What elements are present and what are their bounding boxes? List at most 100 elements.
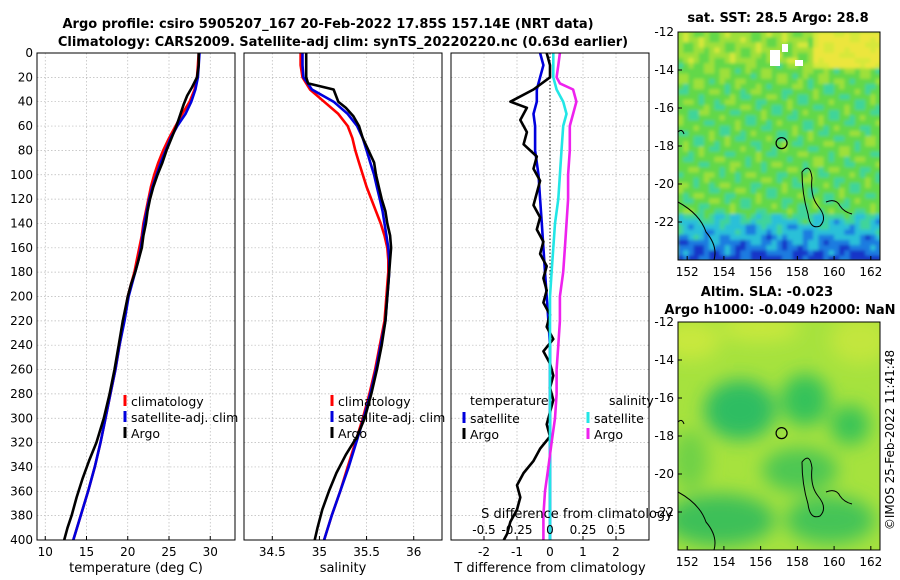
sst-cell	[808, 42, 814, 49]
sst-cell	[865, 110, 871, 116]
sst-cell	[693, 94, 700, 101]
sst-cell	[693, 104, 700, 111]
sst-cell	[818, 203, 825, 210]
sst-cell	[875, 182, 880, 189]
sst-cell	[683, 156, 689, 163]
sst-cell	[860, 94, 866, 101]
sst-cell	[792, 130, 799, 137]
sst-cell	[813, 245, 819, 251]
sst-cell	[678, 214, 684, 220]
sst-cell	[740, 177, 747, 184]
sst-cell	[745, 73, 752, 80]
sst-cell	[683, 120, 689, 127]
sst-cell	[808, 73, 814, 80]
sst-cell	[875, 224, 880, 231]
sst-cell	[683, 115, 689, 121]
sst-cell	[792, 63, 799, 69]
sst-cell	[724, 78, 731, 85]
sst-cell	[828, 172, 835, 179]
sst-cell	[849, 229, 856, 236]
sst-cell	[750, 229, 757, 236]
sst-cell	[823, 146, 830, 153]
sst-cell	[730, 47, 736, 54]
sst-cell	[709, 182, 715, 189]
sst-cell	[782, 203, 788, 210]
sst-cell	[782, 37, 788, 43]
sst-cell	[860, 42, 866, 49]
sst-cell	[771, 182, 778, 189]
top-tick-label: 0.5	[606, 523, 625, 537]
sst-cell	[750, 224, 757, 231]
sst-cell	[839, 240, 845, 246]
sst-cell	[730, 167, 736, 173]
sst-cell	[730, 37, 736, 43]
sst-cell	[771, 89, 778, 95]
sst-cell	[735, 146, 741, 153]
sst-cell	[740, 78, 747, 85]
sst-cell	[849, 198, 856, 205]
sst-cell	[787, 99, 793, 106]
sst-cell	[740, 229, 747, 236]
sst-cell	[844, 47, 851, 54]
sst-cell	[818, 177, 825, 184]
sst-cell	[818, 167, 825, 173]
sst-cell	[875, 78, 880, 85]
sst-cell	[730, 162, 736, 168]
sst-cell	[750, 120, 757, 127]
sst-cell	[792, 104, 799, 111]
sst-cell	[719, 73, 726, 80]
sst-cell	[854, 120, 861, 127]
sst-cell	[860, 84, 866, 90]
sst-cell	[823, 136, 830, 142]
sst-cell	[709, 151, 715, 158]
sst-cell	[709, 32, 715, 38]
sst-cell	[854, 229, 861, 236]
sst-cell	[704, 172, 710, 179]
y-tick-label: 240	[10, 338, 33, 352]
y-tick-label: 380	[10, 509, 33, 523]
sst-cell	[750, 84, 757, 90]
sst-cell	[849, 110, 856, 116]
sst-cell	[802, 58, 809, 64]
sst-cell	[818, 89, 825, 95]
x-tick-label: 10	[38, 545, 53, 559]
sst-cell	[787, 250, 793, 257]
sst-cell	[698, 94, 705, 101]
sst-cell	[740, 104, 747, 111]
map-x-tick-label: 154	[712, 555, 735, 569]
sst-cell	[808, 162, 814, 168]
sst-cell	[740, 32, 747, 38]
legend-title-temperature: temperature	[470, 393, 549, 408]
sst-cell	[808, 130, 814, 137]
sst-cell	[818, 42, 825, 49]
sst-cell	[740, 214, 747, 220]
sst-cell	[750, 42, 757, 49]
sst-cell	[808, 115, 814, 121]
sst-cell	[813, 37, 819, 43]
sst-cell	[724, 141, 731, 147]
sst-cell	[704, 182, 710, 189]
sst-cell	[854, 68, 861, 75]
sst-cell	[730, 146, 736, 153]
sst-cell	[860, 245, 866, 251]
sst-cell	[787, 182, 793, 189]
sst-cell	[834, 84, 840, 90]
sst-cell	[761, 188, 767, 194]
sst-cell	[854, 115, 861, 121]
sst-cell	[678, 240, 684, 246]
sst-cell	[776, 229, 783, 236]
y-tick-label: 340	[10, 460, 33, 474]
sst-cell	[756, 167, 762, 173]
sst-cell	[870, 130, 877, 137]
sst-cell	[834, 78, 840, 85]
sst-cell	[839, 229, 845, 236]
sst-cell	[698, 245, 705, 251]
sst-cell	[683, 42, 689, 49]
sst-cell	[870, 198, 877, 205]
sst-cell	[730, 52, 736, 59]
sst-cell	[802, 188, 809, 194]
sst-cell	[776, 89, 783, 95]
sst-cell	[870, 32, 877, 38]
sst-cell	[709, 188, 715, 194]
sst-cell	[750, 245, 757, 251]
